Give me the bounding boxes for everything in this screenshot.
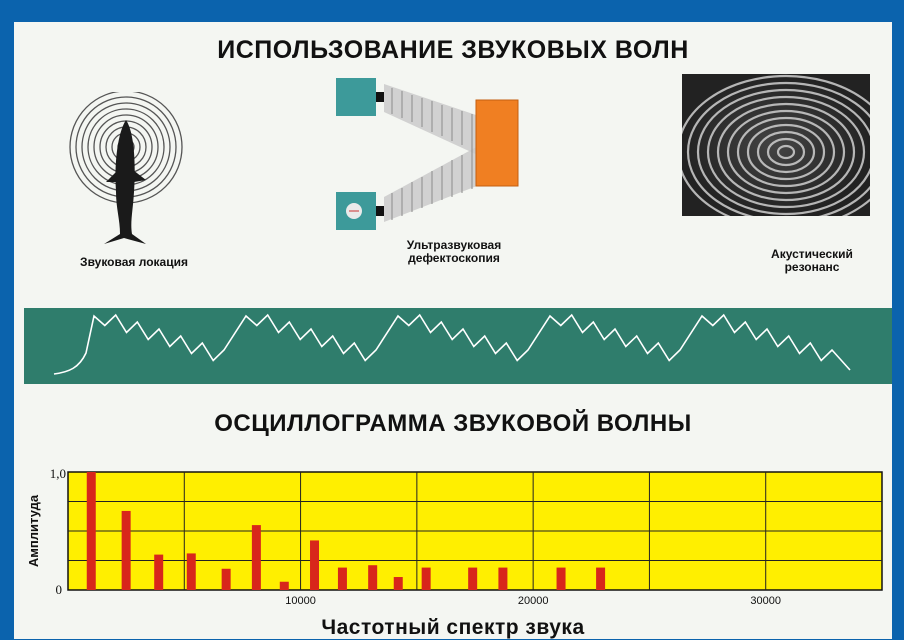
- sonar-caption: Звуковая локация: [80, 255, 188, 269]
- flaw-detection-caption-line1: Ультразвуковая: [406, 238, 502, 252]
- main-panel: ИСПОЛЬЗОВАНИЕ ЗВУКОВЫХ ВОЛН Звуковая лок…: [14, 22, 892, 639]
- resonance-caption-line1: Акустический: [771, 247, 853, 261]
- chart-bar: [468, 567, 478, 590]
- chart-bar: [368, 565, 378, 590]
- chart-x-tick-label: 10000: [285, 595, 316, 607]
- flaw-detection-caption: Ультразвуковая дефектоскопия: [364, 239, 544, 265]
- acoustic-resonance-rings-icon: [682, 74, 870, 216]
- chart-bar: [279, 581, 289, 590]
- resonance-caption: Акустический резонанс: [742, 248, 882, 274]
- chart-title: Частотный спектр звука: [321, 616, 585, 639]
- chart-x-tick-label: 20000: [518, 595, 549, 607]
- chart-bar: [186, 553, 196, 590]
- flaw-detection-caption-line2: дефектоскопия: [408, 251, 500, 265]
- chart-x-tick-label: 30000: [750, 595, 781, 607]
- oscillogram-background: [24, 308, 892, 384]
- chart-bar: [310, 540, 320, 590]
- chart-y-tick-label: 1,0: [50, 466, 66, 481]
- chart-bar: [154, 554, 164, 590]
- oscillogram-title: ОСЦИЛЛОГРАММА ЗВУКОВОЙ ВОЛНЫ: [214, 410, 692, 437]
- chart-bar: [221, 568, 231, 590]
- dolphin-sonar-icon: [69, 92, 183, 244]
- chart-bar: [86, 472, 96, 590]
- ultrasonic-flaw-detector-icon: [336, 78, 519, 230]
- chart-bar: [556, 567, 566, 590]
- chart-y-axis-label: Амплитуда: [26, 494, 41, 567]
- chart-bar: [251, 525, 261, 590]
- chart-y-tick-label: 0: [56, 582, 63, 597]
- chart-bar: [421, 567, 431, 590]
- chart-bar: [596, 567, 606, 590]
- frequency-spectrum-chart: 10000 20000 30000 0 1,0 Амплитуда: [26, 466, 883, 607]
- page-title: ИСПОЛЬЗОВАНИЕ ЗВУКОВЫХ ВОЛН: [217, 36, 689, 64]
- resonance-caption-line2: резонанс: [784, 260, 840, 274]
- chart-bar: [337, 567, 347, 590]
- chart-bar: [498, 567, 508, 590]
- chart-bar: [121, 510, 131, 590]
- chart-bar: [393, 577, 403, 590]
- oscillogram: [24, 308, 892, 384]
- oscillogram-wave: [53, 313, 851, 375]
